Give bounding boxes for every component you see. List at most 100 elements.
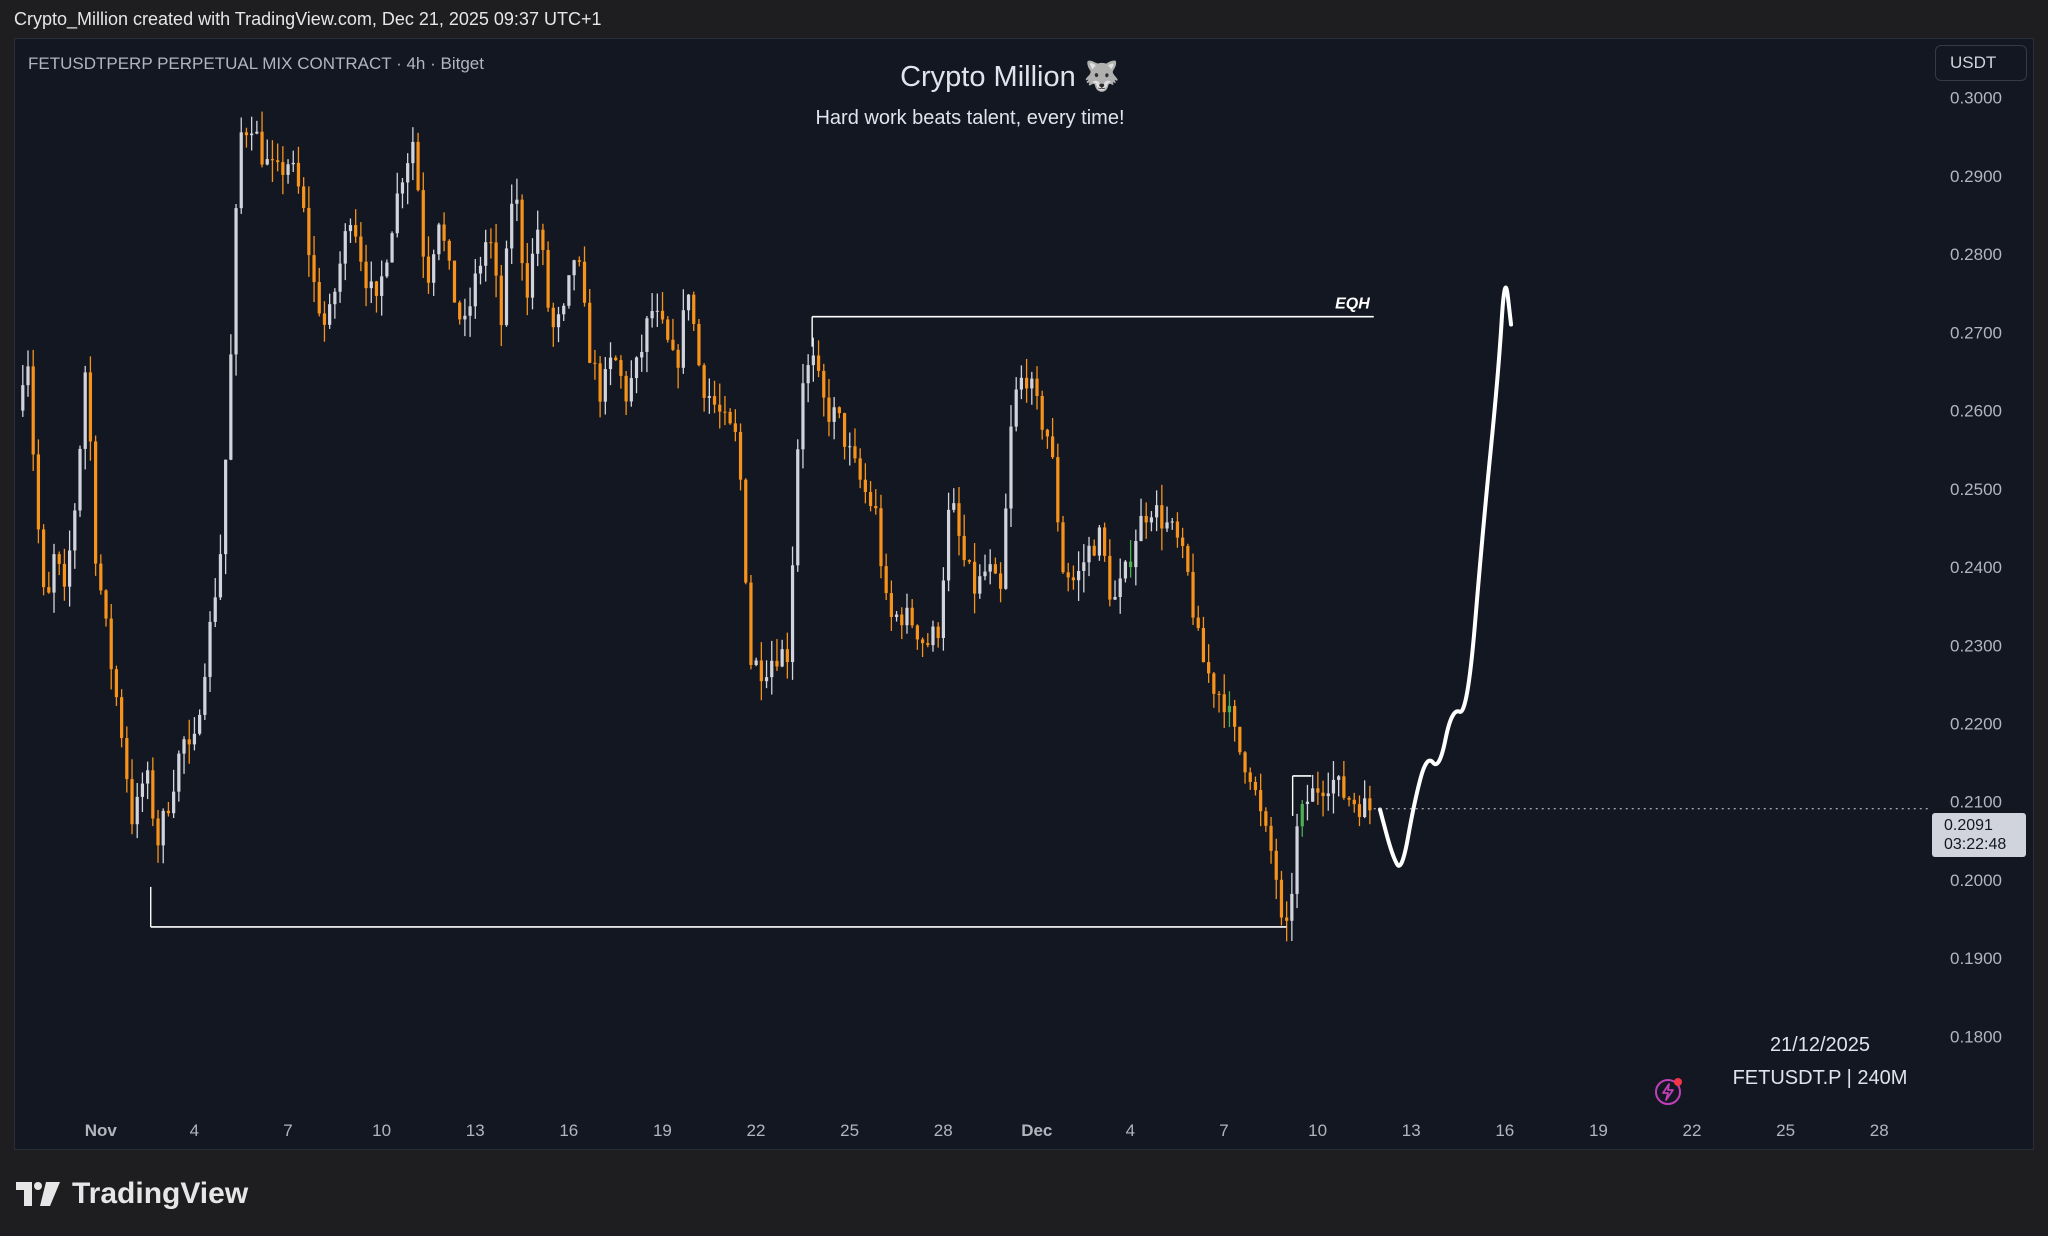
candle-body: [655, 310, 659, 312]
candle-body: [645, 318, 649, 352]
candle-body: [120, 697, 124, 739]
candle-body: [790, 565, 795, 663]
candle-body: [1290, 893, 1294, 921]
y-tick-label: 0.1900: [1950, 949, 2002, 968]
candle-body: [406, 163, 410, 183]
candle-body: [1181, 537, 1185, 547]
candle-body: [889, 593, 893, 617]
candle-body: [416, 141, 420, 191]
lightning-icon[interactable]: [1654, 1076, 1684, 1106]
candle-body: [1337, 776, 1341, 780]
candle-body: [1160, 505, 1164, 529]
tradingview-brand: TradingView: [72, 1177, 249, 1210]
candle-body: [1222, 694, 1226, 713]
candle-body: [619, 360, 623, 376]
candle-body: [608, 357, 613, 370]
y-tick-label: 0.2400: [1950, 558, 2002, 577]
candle-body: [458, 302, 462, 320]
candle-body: [99, 563, 103, 591]
candle-body: [442, 224, 446, 241]
candle-body: [515, 199, 519, 204]
candle-body: [593, 362, 597, 364]
candle-body: [998, 573, 1003, 589]
candle-body: [1108, 555, 1112, 600]
candle-body: [234, 208, 238, 355]
tradingview-footer[interactable]: TradingView: [16, 1174, 248, 1214]
candle-body: [1129, 561, 1133, 568]
candle-body: [1279, 879, 1284, 918]
candle-body: [229, 354, 233, 460]
candle-body: [754, 660, 758, 666]
candle-body: [1050, 436, 1055, 458]
candle-body: [1269, 825, 1273, 851]
candle-body: [874, 506, 878, 509]
snapshot-symbol: FETUSDT.P | 240M: [1732, 1067, 1908, 1089]
candle-body: [978, 576, 982, 594]
candlestick-chart[interactable]: 0.3000 0.2900 0.2800 0.2700 0.2600 0.2500 0.24…: [15, 39, 2035, 1151]
candle-body: [926, 643, 930, 646]
chart-pane[interactable]: 0.3000 0.2900 0.2800 0.2700 0.2600 0.2500 0.24…: [14, 38, 2034, 1150]
candle-body: [1045, 429, 1050, 437]
projection-path: [1378, 285, 1514, 868]
candle-body: [255, 131, 259, 134]
candle-body: [1076, 570, 1081, 581]
level-label: EQH: [1335, 296, 1370, 313]
candle-body: [333, 291, 337, 305]
candle-body: [634, 357, 639, 379]
candle-body: [1321, 792, 1325, 797]
candle-body: [744, 479, 748, 583]
candle-body: [811, 355, 815, 366]
x-tick-label: 22: [1683, 1121, 1702, 1140]
candle-body: [114, 669, 119, 698]
y-tick-label: 0.2100: [1950, 793, 2002, 812]
candle-body: [1326, 793, 1330, 797]
candle-body: [432, 254, 436, 283]
candle-body: [369, 281, 373, 289]
candle-body: [796, 449, 800, 566]
candle-body: [343, 231, 347, 264]
candle-body: [182, 739, 186, 754]
candle-body: [364, 261, 368, 289]
candle-body: [1061, 522, 1065, 573]
candle-body: [52, 554, 56, 593]
candle-body: [1139, 515, 1143, 542]
candle-body: [1113, 596, 1117, 600]
candle-body: [671, 339, 675, 350]
candle-body: [452, 260, 457, 303]
candle-body: [879, 508, 883, 567]
candle-body: [359, 236, 363, 262]
candle-body: [530, 253, 535, 298]
attribution-bar: Crypto_Million created with TradingView.…: [0, 0, 2048, 38]
currency-button[interactable]: USDT: [1935, 45, 2027, 81]
candle-body: [832, 407, 836, 422]
candle-body: [1019, 377, 1024, 390]
candle-body: [354, 225, 358, 237]
x-tick-label: 25: [840, 1121, 859, 1140]
candle-body: [1331, 779, 1336, 794]
candle-body: [1274, 850, 1278, 880]
candle-body: [1207, 662, 1211, 674]
x-tick-label: 13: [1402, 1121, 1421, 1140]
candle-body: [1352, 799, 1356, 805]
symbol-legend[interactable]: FETUSDTPERP PERPETUAL MIX CONTRACT · 4h …: [26, 54, 486, 74]
candle-body: [988, 564, 992, 572]
candle-body: [78, 448, 82, 511]
candle-body: [1196, 617, 1200, 628]
candle-body: [894, 614, 899, 617]
candle-body: [302, 186, 306, 208]
candle-body: [520, 199, 524, 264]
candle-body: [447, 240, 451, 261]
candle-body: [156, 818, 160, 846]
candle-body: [946, 509, 951, 581]
candle-body: [1233, 705, 1237, 727]
candle-body: [1035, 378, 1039, 396]
candle-body: [473, 273, 477, 307]
candle-body: [250, 133, 254, 136]
candle-body: [94, 441, 98, 564]
candle-body: [1155, 505, 1159, 518]
candle-body: [380, 276, 384, 296]
candle-body: [707, 396, 711, 398]
candle-body: [421, 190, 425, 257]
candle-body: [697, 323, 701, 366]
candle-body: [525, 263, 529, 298]
